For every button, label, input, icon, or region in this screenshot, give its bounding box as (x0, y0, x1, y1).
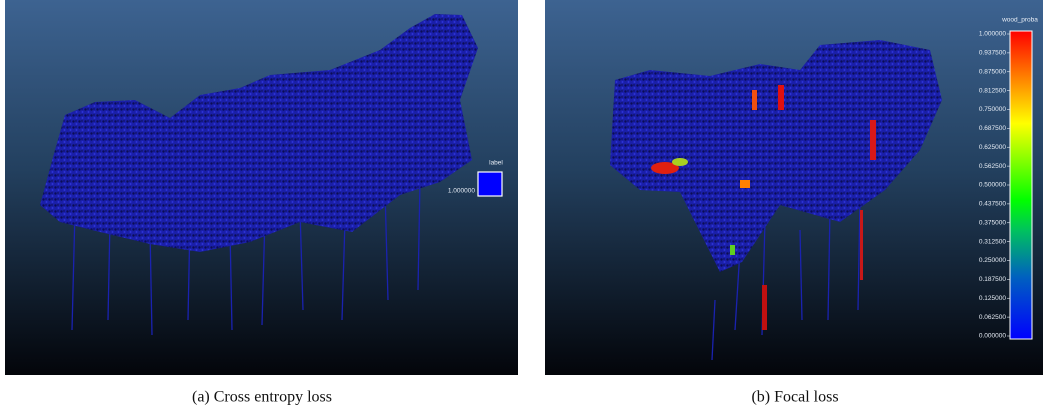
trunks (711, 199, 861, 361)
scale-label: 0.812500 (979, 87, 1006, 94)
wood-highlights (651, 85, 876, 330)
color-scale (1009, 30, 1033, 340)
scale-label: 0.125000 (979, 295, 1006, 302)
scale-label: 0.250000 (979, 257, 1006, 264)
point-cloud (610, 40, 942, 272)
trunks (71, 179, 421, 336)
scale-label: 0.625000 (979, 144, 1006, 151)
scale-label: 0.687500 (979, 125, 1006, 132)
scale-label: 0.875000 (979, 68, 1006, 75)
scale-label: 0.437500 (979, 201, 1006, 208)
legend-title: wood_proba (1001, 17, 1038, 24)
scale-label: 0.500000 (979, 182, 1006, 189)
legend-title: label (489, 160, 503, 167)
scale-label: 1.000000 (979, 31, 1006, 38)
legend-value: 1.000000 (448, 188, 475, 195)
panel-a: label 1.000000 (a) Cross entropy loss (5, 0, 518, 406)
scale-label: 0.312500 (979, 238, 1006, 245)
scale-label: 0.062500 (979, 314, 1006, 321)
caption: (a) Cross entropy loss (192, 389, 332, 406)
panel-b: wood_proba 1.000000 0.937500 0.875000 0.812… (545, 0, 1043, 406)
scale-label: 0.187500 (979, 276, 1006, 283)
scale-labels: 1.000000 0.937500 0.875000 0.812500 0.750000… (979, 31, 1010, 340)
legend-swatch (477, 171, 503, 197)
point-cloud (40, 14, 478, 252)
scale-label: 0.562500 (979, 163, 1006, 170)
scale-label: 0.000000 (979, 333, 1006, 340)
scale-label: 0.937500 (979, 50, 1006, 57)
scale-label: 0.375000 (979, 219, 1006, 226)
caption: (b) Focal loss (751, 389, 838, 406)
scale-label: 0.750000 (979, 106, 1006, 113)
